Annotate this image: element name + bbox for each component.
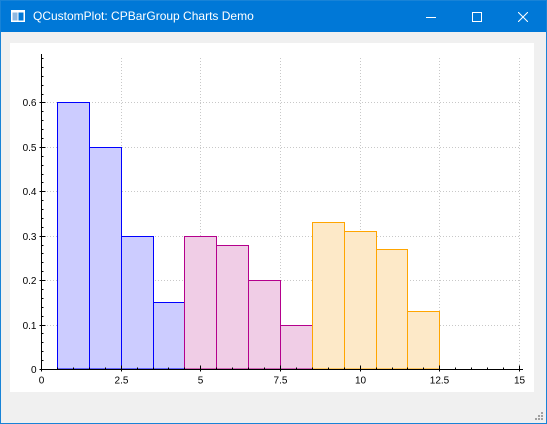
- minimize-button[interactable]: [408, 1, 454, 32]
- x-tick-label: 12.5: [430, 376, 450, 387]
- close-icon: [518, 11, 528, 22]
- y-tick-label: 0: [31, 365, 37, 376]
- bar-series-2-3: [248, 280, 281, 370]
- title-bar[interactable]: QCustomPlot: CPBarGroup Charts Demo: [1, 1, 546, 32]
- bar-series-1-4: [153, 302, 185, 370]
- bar-series-3-1: [312, 222, 345, 370]
- bar-series-3-4: [407, 311, 440, 370]
- bar-series-1-1: [57, 102, 90, 370]
- bar-series-3-3: [376, 249, 408, 370]
- maximize-icon: [472, 11, 482, 22]
- x-tick-label: 2.5: [115, 376, 129, 387]
- x-tick-label: 7.5: [274, 376, 288, 387]
- bar-series-3-2: [344, 231, 377, 370]
- bar-series-1-3: [121, 236, 154, 370]
- bar-series-2-1: [184, 236, 217, 370]
- y-tick-label: 0.6: [23, 98, 37, 109]
- app-window-icon: [11, 10, 25, 22]
- x-tick-label: 5: [198, 376, 204, 387]
- y-tick-label: 0.5: [23, 143, 37, 154]
- bar-series-2-2: [216, 245, 249, 370]
- plot-widget[interactable]: 0 2.5 5 7.5 10 12.5 15 0 0.1 0.2 0.3 0.4 0.5 0.6: [10, 43, 534, 392]
- x-tick-label: 15: [514, 376, 526, 387]
- grid: [41, 58, 520, 369]
- y-tick-label: 0.4: [23, 187, 37, 198]
- axes: 0 2.5 5 7.5 10 12.5 15 0 0.1 0.2 0.3 0.4 0.5 0.6: [23, 54, 526, 387]
- bar-chart[interactable]: 0 2.5 5 7.5 10 12.5 15 0 0.1 0.2 0.3 0.4 0.5 0.6: [10, 43, 534, 392]
- bars: [57, 102, 440, 370]
- y-tick-label: 0.1: [23, 321, 37, 332]
- window-title: QCustomPlot: CPBarGroup Charts Demo: [33, 9, 254, 23]
- bar-series-1-2: [89, 147, 122, 370]
- minimize-icon: [426, 16, 436, 18]
- x-tick-label: 10: [355, 376, 367, 387]
- size-grip-icon[interactable]: [534, 411, 544, 421]
- y-tick-label: 0.3: [23, 232, 37, 243]
- x-tick-label: 0: [39, 376, 45, 387]
- close-button[interactable]: [500, 1, 546, 32]
- bar-series-2-4: [280, 325, 313, 370]
- y-tick-label: 0.2: [23, 276, 37, 287]
- maximize-button[interactable]: [454, 1, 500, 32]
